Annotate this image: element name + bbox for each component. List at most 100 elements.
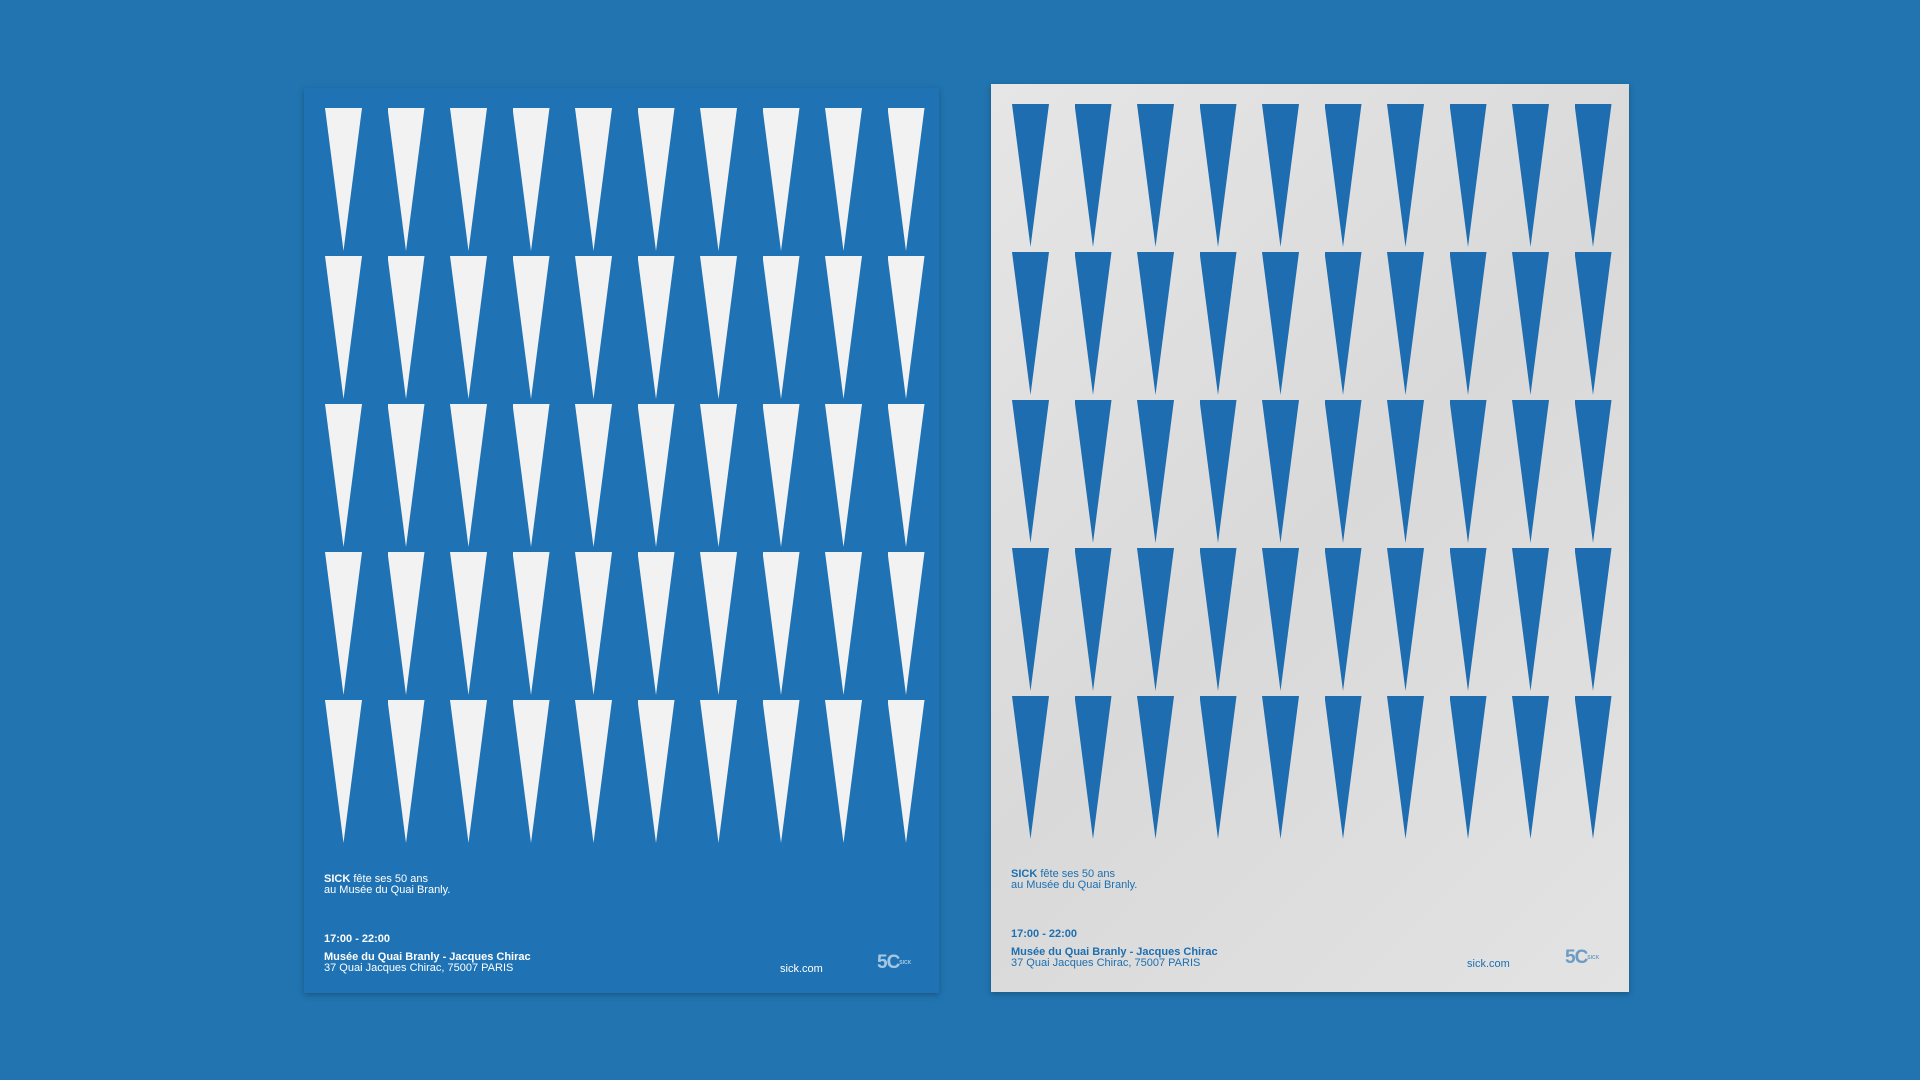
triangle	[1199, 104, 1237, 247]
triangle	[1324, 400, 1362, 543]
triangle	[1324, 252, 1362, 395]
triangle	[1449, 104, 1487, 247]
triangle	[700, 404, 737, 547]
triangle	[637, 404, 675, 547]
triangle	[575, 256, 612, 399]
triangle	[700, 552, 737, 695]
logo-mark: 5C	[1565, 947, 1588, 968]
triangle	[325, 700, 362, 843]
triangle	[1387, 252, 1424, 395]
triangle	[825, 256, 862, 399]
triangle	[325, 552, 362, 695]
triangle	[1387, 696, 1424, 839]
triangle	[762, 404, 800, 547]
triangle	[1512, 696, 1549, 839]
triangle	[1449, 252, 1487, 395]
triangle	[1074, 104, 1112, 247]
website-link: sick.com	[1467, 958, 1510, 970]
triangle	[1074, 400, 1112, 543]
triangle	[450, 256, 487, 399]
triangle	[450, 108, 487, 251]
headline: SICK fête ses 50 ans au Musée du Quai Bra…	[1011, 869, 1137, 891]
triangle	[1262, 252, 1299, 395]
triangle	[1387, 400, 1424, 543]
triangle	[1012, 696, 1049, 839]
triangle	[387, 552, 425, 695]
triangle	[387, 404, 425, 547]
triangle	[1262, 400, 1299, 543]
event-time: 17:00 - 22:00	[1011, 928, 1078, 940]
triangle	[1012, 548, 1049, 691]
triangle	[1137, 400, 1174, 543]
triangle	[1262, 104, 1299, 247]
triangle	[1074, 252, 1112, 395]
triangle	[450, 552, 487, 695]
triangle	[1012, 252, 1049, 395]
brand-name: SICK	[324, 873, 351, 885]
triangle	[325, 108, 362, 251]
triangle	[512, 404, 550, 547]
triangle	[637, 700, 675, 843]
venue-name: Musée du Quai Branly - Jacques Chirac	[1011, 946, 1218, 958]
brand-name: SICK	[1011, 868, 1038, 880]
triangle	[1262, 548, 1299, 691]
anniversary-logo: 5CSICK	[877, 952, 911, 974]
event-time: 17:00 - 22:00	[324, 933, 391, 945]
triangle	[1512, 252, 1549, 395]
triangle	[1137, 696, 1174, 839]
logo-mark: 5C	[877, 952, 900, 973]
triangle	[1512, 400, 1549, 543]
headline-text: fête ses 50 ans	[1037, 868, 1115, 880]
triangle	[887, 404, 925, 547]
triangle	[1512, 548, 1549, 691]
triangle	[1137, 548, 1174, 691]
triangle	[1574, 696, 1612, 839]
triangle	[1137, 252, 1174, 395]
triangle	[512, 700, 550, 843]
triangle	[887, 552, 925, 695]
triangle	[762, 108, 800, 251]
triangle	[1512, 104, 1549, 247]
triangle	[575, 404, 612, 547]
triangle	[1387, 104, 1424, 247]
white-poster: SICK fête ses 50 ans au Musée du Quai Bra…	[991, 84, 1629, 992]
website-link: sick.com	[780, 963, 823, 975]
blue-poster: SICK fête ses 50 ans au Musée du Quai Bra…	[304, 88, 939, 993]
triangle	[1324, 696, 1362, 839]
triangle	[575, 108, 612, 251]
triangle	[1324, 548, 1362, 691]
triangle	[512, 552, 550, 695]
triangle	[637, 552, 675, 695]
triangle	[512, 108, 550, 251]
triangle	[762, 552, 800, 695]
triangle	[1262, 696, 1299, 839]
triangle	[1199, 252, 1237, 395]
triangle	[387, 256, 425, 399]
triangle	[1012, 400, 1049, 543]
headline-line2: au Musée du Quai Branly.	[1011, 879, 1138, 891]
triangle	[762, 700, 800, 843]
triangle	[762, 256, 800, 399]
triangle	[1574, 252, 1612, 395]
triangle	[1012, 104, 1049, 247]
triangle	[825, 700, 862, 843]
triangle	[825, 108, 862, 251]
venue-address: 37 Quai Jacques Chirac, 75007 PARIS	[1011, 957, 1201, 969]
triangle	[637, 108, 675, 251]
triangle	[1074, 548, 1112, 691]
triangle	[325, 256, 362, 399]
triangle	[1449, 696, 1487, 839]
triangle	[825, 552, 862, 695]
triangle	[700, 256, 737, 399]
triangle	[1574, 400, 1612, 543]
triangle	[575, 552, 612, 695]
triangle	[1199, 400, 1237, 543]
triangle	[700, 108, 737, 251]
triangle	[887, 108, 925, 251]
headline-line2: au Musée du Quai Branly.	[324, 884, 451, 896]
headline: SICK fête ses 50 ans au Musée du Quai Bra…	[324, 874, 450, 896]
venue-address: 37 Quai Jacques Chirac, 75007 PARIS	[324, 962, 514, 974]
triangle	[1387, 548, 1424, 691]
triangle	[1199, 696, 1237, 839]
logo-small: SICK	[899, 959, 912, 966]
